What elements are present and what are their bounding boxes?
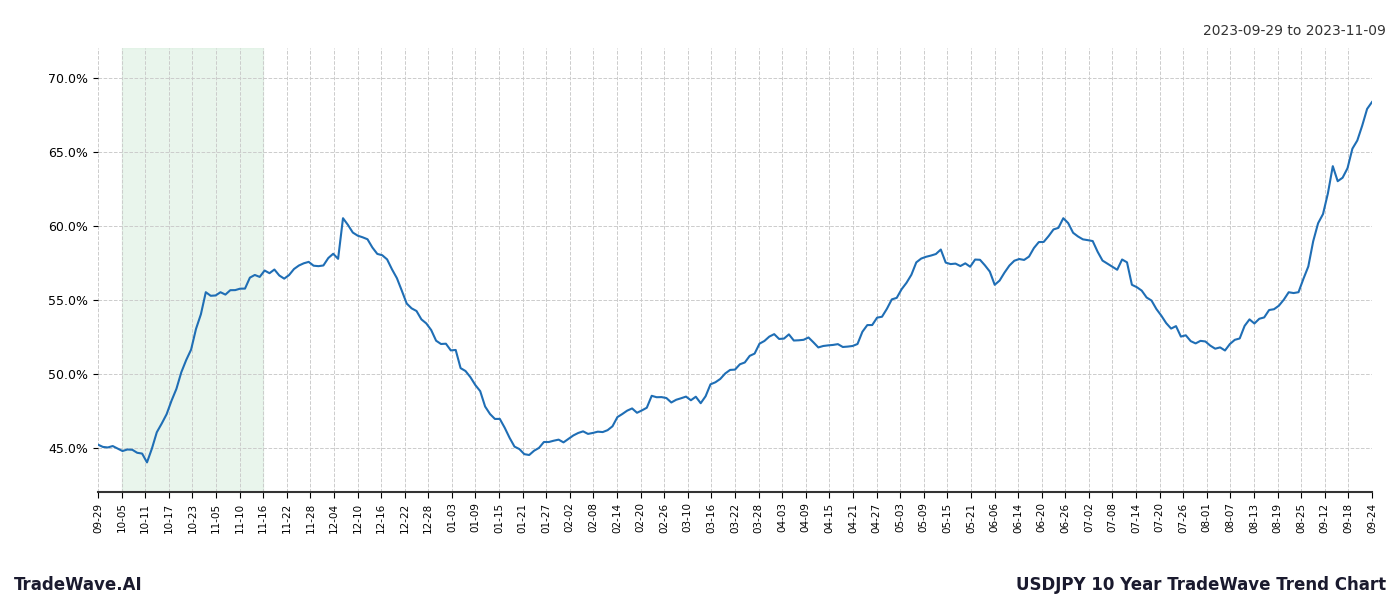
Text: 2023-09-29 to 2023-11-09: 2023-09-29 to 2023-11-09 [1203,24,1386,38]
Bar [122,48,263,492]
Text: USDJPY 10 Year TradeWave Trend Chart: USDJPY 10 Year TradeWave Trend Chart [1016,576,1386,594]
Text: TradeWave.AI: TradeWave.AI [14,576,143,594]
